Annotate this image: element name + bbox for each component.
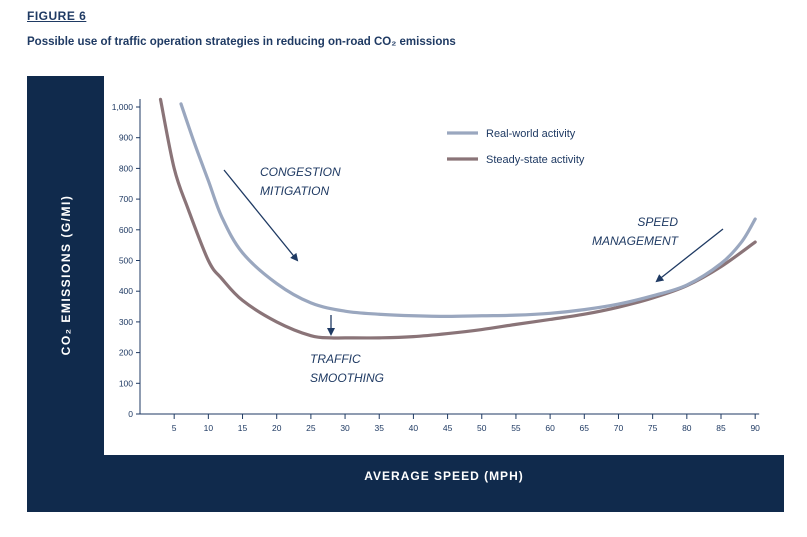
x-tick-label: 40 [409, 423, 419, 433]
axes: 0 100 200 300 400 500 600 700 800 900 1,000 5 10 15 20… [112, 99, 760, 433]
y-tick-label: 400 [119, 286, 133, 296]
y-tick-label: 600 [119, 225, 133, 235]
legend-label: Steady-state activity [486, 154, 585, 166]
plot-area [104, 76, 784, 455]
series-layer [158, 97, 757, 340]
x-tick-label: 35 [375, 423, 385, 433]
figure-label: FIGURE 6 [27, 9, 87, 23]
x-tick-label: 80 [682, 423, 692, 433]
annotations: CONGESTION MITIGATION TRAFFIC SMOOTHING SPEE… [223, 165, 724, 385]
annotation-congestion-arrow [223, 169, 299, 262]
annotation-smoothing-text: TRAFFIC [310, 352, 361, 366]
legend-label: Real-world activity [486, 128, 576, 140]
annotation-congestion-text: CONGESTION [260, 165, 341, 179]
annotation-speed-text: MANAGEMENT [592, 234, 680, 248]
series-line-steady-state [158, 97, 757, 340]
x-axis-label: AVERAGE SPEED (MPH) [364, 469, 524, 483]
legend: Real-world activity Steady-state activity [447, 128, 585, 166]
x-tick-label: 25 [306, 423, 316, 433]
x-tick-label: 65 [580, 423, 590, 433]
series-line-real-world [179, 102, 757, 318]
x-tick-label: 60 [545, 423, 555, 433]
x-tick-label: 50 [477, 423, 487, 433]
x-tick-label: 45 [443, 423, 453, 433]
y-tick-label: 800 [119, 163, 133, 173]
y-tick-label: 900 [119, 133, 133, 143]
x-tick-label: 30 [340, 423, 350, 433]
y-tick-label: 700 [119, 194, 133, 204]
figure-caption: Possible use of traffic operation strate… [27, 36, 456, 48]
annotation-speed-arrow [655, 228, 724, 283]
y-tick-label: 0 [128, 409, 133, 419]
x-tick-label: 85 [716, 423, 726, 433]
annotation-congestion-text: MITIGATION [260, 184, 329, 198]
annotation-smoothing-text: SMOOTHING [310, 371, 384, 385]
x-tick-label: 70 [614, 423, 624, 433]
x-tick-label: 20 [272, 423, 282, 433]
x-tick-label: 15 [238, 423, 248, 433]
y-tick-label: 200 [119, 348, 133, 358]
y-tick-label: 300 [119, 317, 133, 327]
annotation-speed-text: SPEED [637, 215, 678, 229]
x-tick-label: 5 [172, 423, 177, 433]
x-tick-label: 75 [648, 423, 658, 433]
x-tick-label: 90 [750, 423, 760, 433]
x-tick-label: 55 [511, 423, 521, 433]
y-tick-label: 500 [119, 256, 133, 266]
y-tick-label: 1,000 [112, 102, 134, 112]
y-tick-label: 100 [119, 378, 133, 388]
x-tick-label: 10 [204, 423, 214, 433]
